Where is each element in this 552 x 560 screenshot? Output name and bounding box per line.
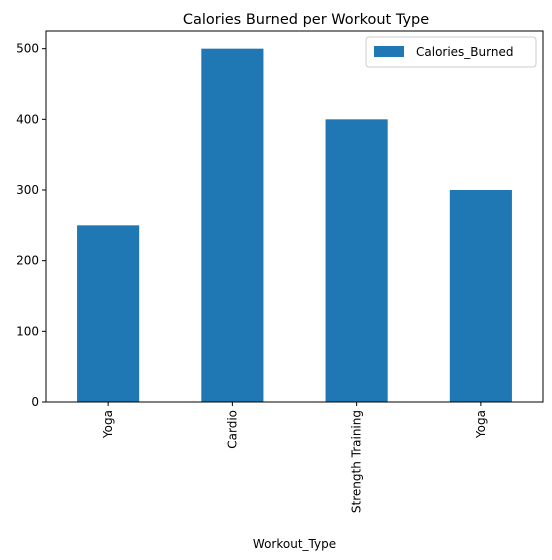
x-tick-label-3: Yoga [474,410,488,439]
legend-swatch [374,46,404,57]
x-axis: Yoga Cardio Strength Training Yoga [101,402,488,513]
y-axis: 0 100 200 300 400 500 [16,42,46,409]
y-tick-label-3: 300 [16,183,39,197]
legend-label: Calories_Burned [416,45,513,59]
y-tick-label-2: 200 [16,254,39,268]
bars-group [77,49,512,402]
y-tick-label-1: 100 [16,324,39,338]
x-tick-label-0: Yoga [101,410,115,439]
chart-title: Calories Burned per Workout Type [183,12,429,28]
y-tick-label-0: 0 [31,395,39,409]
bar-3 [450,190,512,402]
x-tick-label-1: Cardio [225,410,239,449]
y-tick-label-4: 400 [16,112,39,126]
x-tick-label-2: Strength Training [350,410,364,513]
legend: Calories_Burned [366,37,536,67]
y-tick-label-5: 500 [16,42,39,56]
bar-1 [201,49,263,402]
x-axis-label: Workout_Type [253,537,336,551]
bar-0 [77,225,139,402]
bar-2 [326,119,388,402]
